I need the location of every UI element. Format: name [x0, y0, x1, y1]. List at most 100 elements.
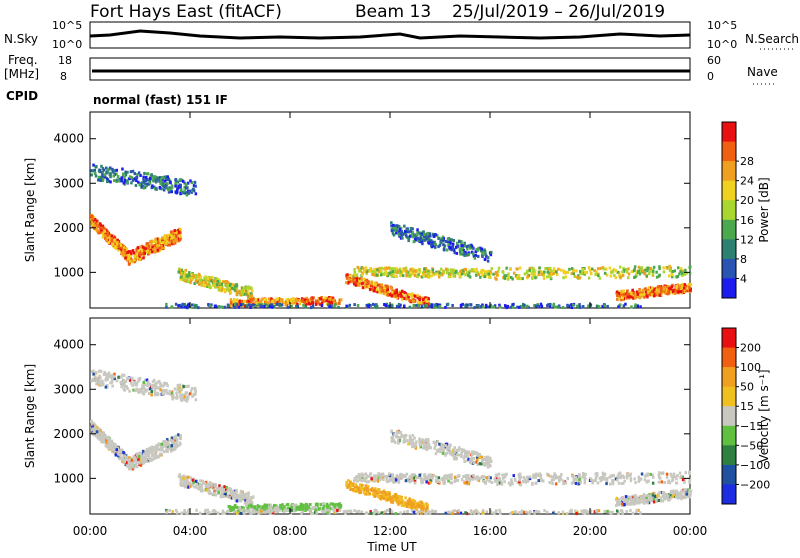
echo-point — [418, 504, 421, 507]
colorbar-segment — [722, 200, 736, 220]
colorbar-segment — [722, 161, 736, 181]
echo-point — [234, 504, 237, 507]
colorbar-segment — [722, 122, 736, 142]
echo-point — [648, 286, 651, 289]
echo-point — [117, 376, 120, 379]
echo-point — [588, 277, 591, 280]
echo-point — [213, 280, 216, 283]
nsearch-tick-top: 10^5 — [707, 19, 737, 32]
echo-point — [555, 271, 558, 274]
echo-point — [205, 281, 208, 284]
echo-point — [230, 488, 233, 491]
echo-point — [171, 305, 174, 308]
echo-point — [676, 276, 679, 279]
echo-point — [322, 502, 325, 505]
echo-point — [287, 301, 290, 304]
echo-point — [103, 169, 106, 172]
echo-point — [379, 478, 382, 481]
echo-point — [154, 446, 157, 449]
echo-point — [386, 267, 389, 270]
echo-point — [157, 241, 160, 244]
echo-point — [194, 393, 197, 396]
power-colorbar-label: Power [dB] — [757, 177, 771, 242]
echo-point — [647, 267, 650, 270]
echo-point — [143, 172, 146, 175]
echo-point — [236, 293, 239, 296]
echo-point — [489, 480, 492, 483]
echo-point — [95, 382, 98, 385]
echo-point — [680, 290, 683, 293]
echo-point — [419, 234, 422, 237]
colorbar-segment — [722, 278, 736, 298]
echo-point — [380, 475, 383, 478]
echo-point — [151, 459, 154, 462]
echo-point — [634, 303, 637, 306]
echo-point — [143, 187, 146, 190]
echo-point — [499, 306, 502, 309]
echo-point — [236, 500, 239, 503]
echo-point — [630, 305, 633, 308]
echo-point — [521, 277, 524, 280]
echo-point — [122, 451, 125, 454]
station-title: Fort Hays East (fitACF) — [90, 2, 282, 22]
echo-point — [99, 376, 102, 379]
echo-point — [491, 267, 494, 270]
echo-point — [381, 495, 384, 498]
echo-point — [94, 171, 97, 174]
echo-point — [198, 283, 201, 286]
echo-point — [394, 441, 397, 444]
echo-point — [479, 276, 482, 279]
echo-point — [186, 391, 189, 394]
echo-point — [425, 443, 428, 446]
echo-point — [365, 267, 368, 270]
echo-point — [424, 508, 427, 511]
echo-point — [162, 241, 165, 244]
echo-point — [248, 286, 251, 289]
echo-point — [177, 187, 180, 190]
echo-point — [471, 452, 474, 455]
echo-point — [238, 506, 241, 509]
echo-point — [358, 280, 361, 283]
echo-point — [135, 176, 138, 179]
colorbar-tick-label: 20 — [740, 194, 754, 207]
echo-point — [373, 489, 376, 492]
echo-point — [568, 268, 571, 271]
echo-point — [409, 274, 412, 277]
echo-point — [479, 462, 482, 465]
echo-point — [366, 481, 369, 484]
echo-point — [147, 381, 150, 384]
echo-point — [426, 238, 429, 241]
echo-point — [175, 392, 178, 395]
echo-point — [679, 285, 682, 288]
echo-point — [140, 452, 143, 455]
echo-point — [447, 303, 450, 306]
echo-point — [572, 270, 575, 273]
echo-point — [502, 271, 505, 274]
echo-point — [588, 266, 591, 269]
echo-point — [148, 245, 151, 248]
echo-point — [248, 303, 251, 306]
echo-point — [109, 442, 112, 445]
echo-point — [241, 292, 244, 295]
echo-point — [248, 295, 251, 298]
echo-point — [294, 301, 297, 304]
echo-point — [466, 455, 469, 458]
echo-point — [410, 478, 413, 481]
echo-point — [161, 176, 164, 179]
echo-point — [97, 179, 100, 182]
echo-point — [135, 184, 138, 187]
echo-point — [128, 257, 131, 260]
freq-panel — [90, 58, 690, 80]
echo-point — [442, 452, 445, 455]
echo-point — [432, 476, 435, 479]
echo-point — [565, 276, 568, 279]
echo-point — [360, 487, 363, 490]
echo-point — [378, 291, 381, 294]
echo-point — [524, 272, 527, 275]
echo-point — [404, 434, 407, 437]
echo-point — [182, 385, 185, 388]
echo-point — [488, 462, 491, 465]
echo-point — [458, 240, 461, 243]
echo-point — [133, 258, 136, 261]
echo-point — [177, 384, 180, 387]
